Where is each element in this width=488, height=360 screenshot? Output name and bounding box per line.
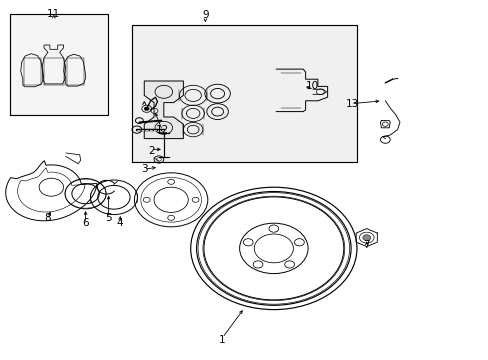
Text: 12: 12 <box>155 125 169 135</box>
Text: 1: 1 <box>219 335 225 345</box>
Text: 7: 7 <box>363 240 369 250</box>
Circle shape <box>362 235 370 240</box>
Text: 6: 6 <box>82 218 89 228</box>
Text: 5: 5 <box>105 213 112 223</box>
Circle shape <box>144 107 149 111</box>
Bar <box>10 14 107 115</box>
Text: 3: 3 <box>141 164 147 174</box>
Text: 4: 4 <box>116 218 123 228</box>
Text: 2: 2 <box>148 146 155 156</box>
Text: 9: 9 <box>202 10 208 20</box>
Polygon shape <box>144 81 183 139</box>
Text: 10: 10 <box>305 81 318 91</box>
Bar <box>132 25 356 162</box>
Text: 11: 11 <box>47 9 61 19</box>
Text: 13: 13 <box>345 99 358 109</box>
Text: 8: 8 <box>44 213 51 223</box>
